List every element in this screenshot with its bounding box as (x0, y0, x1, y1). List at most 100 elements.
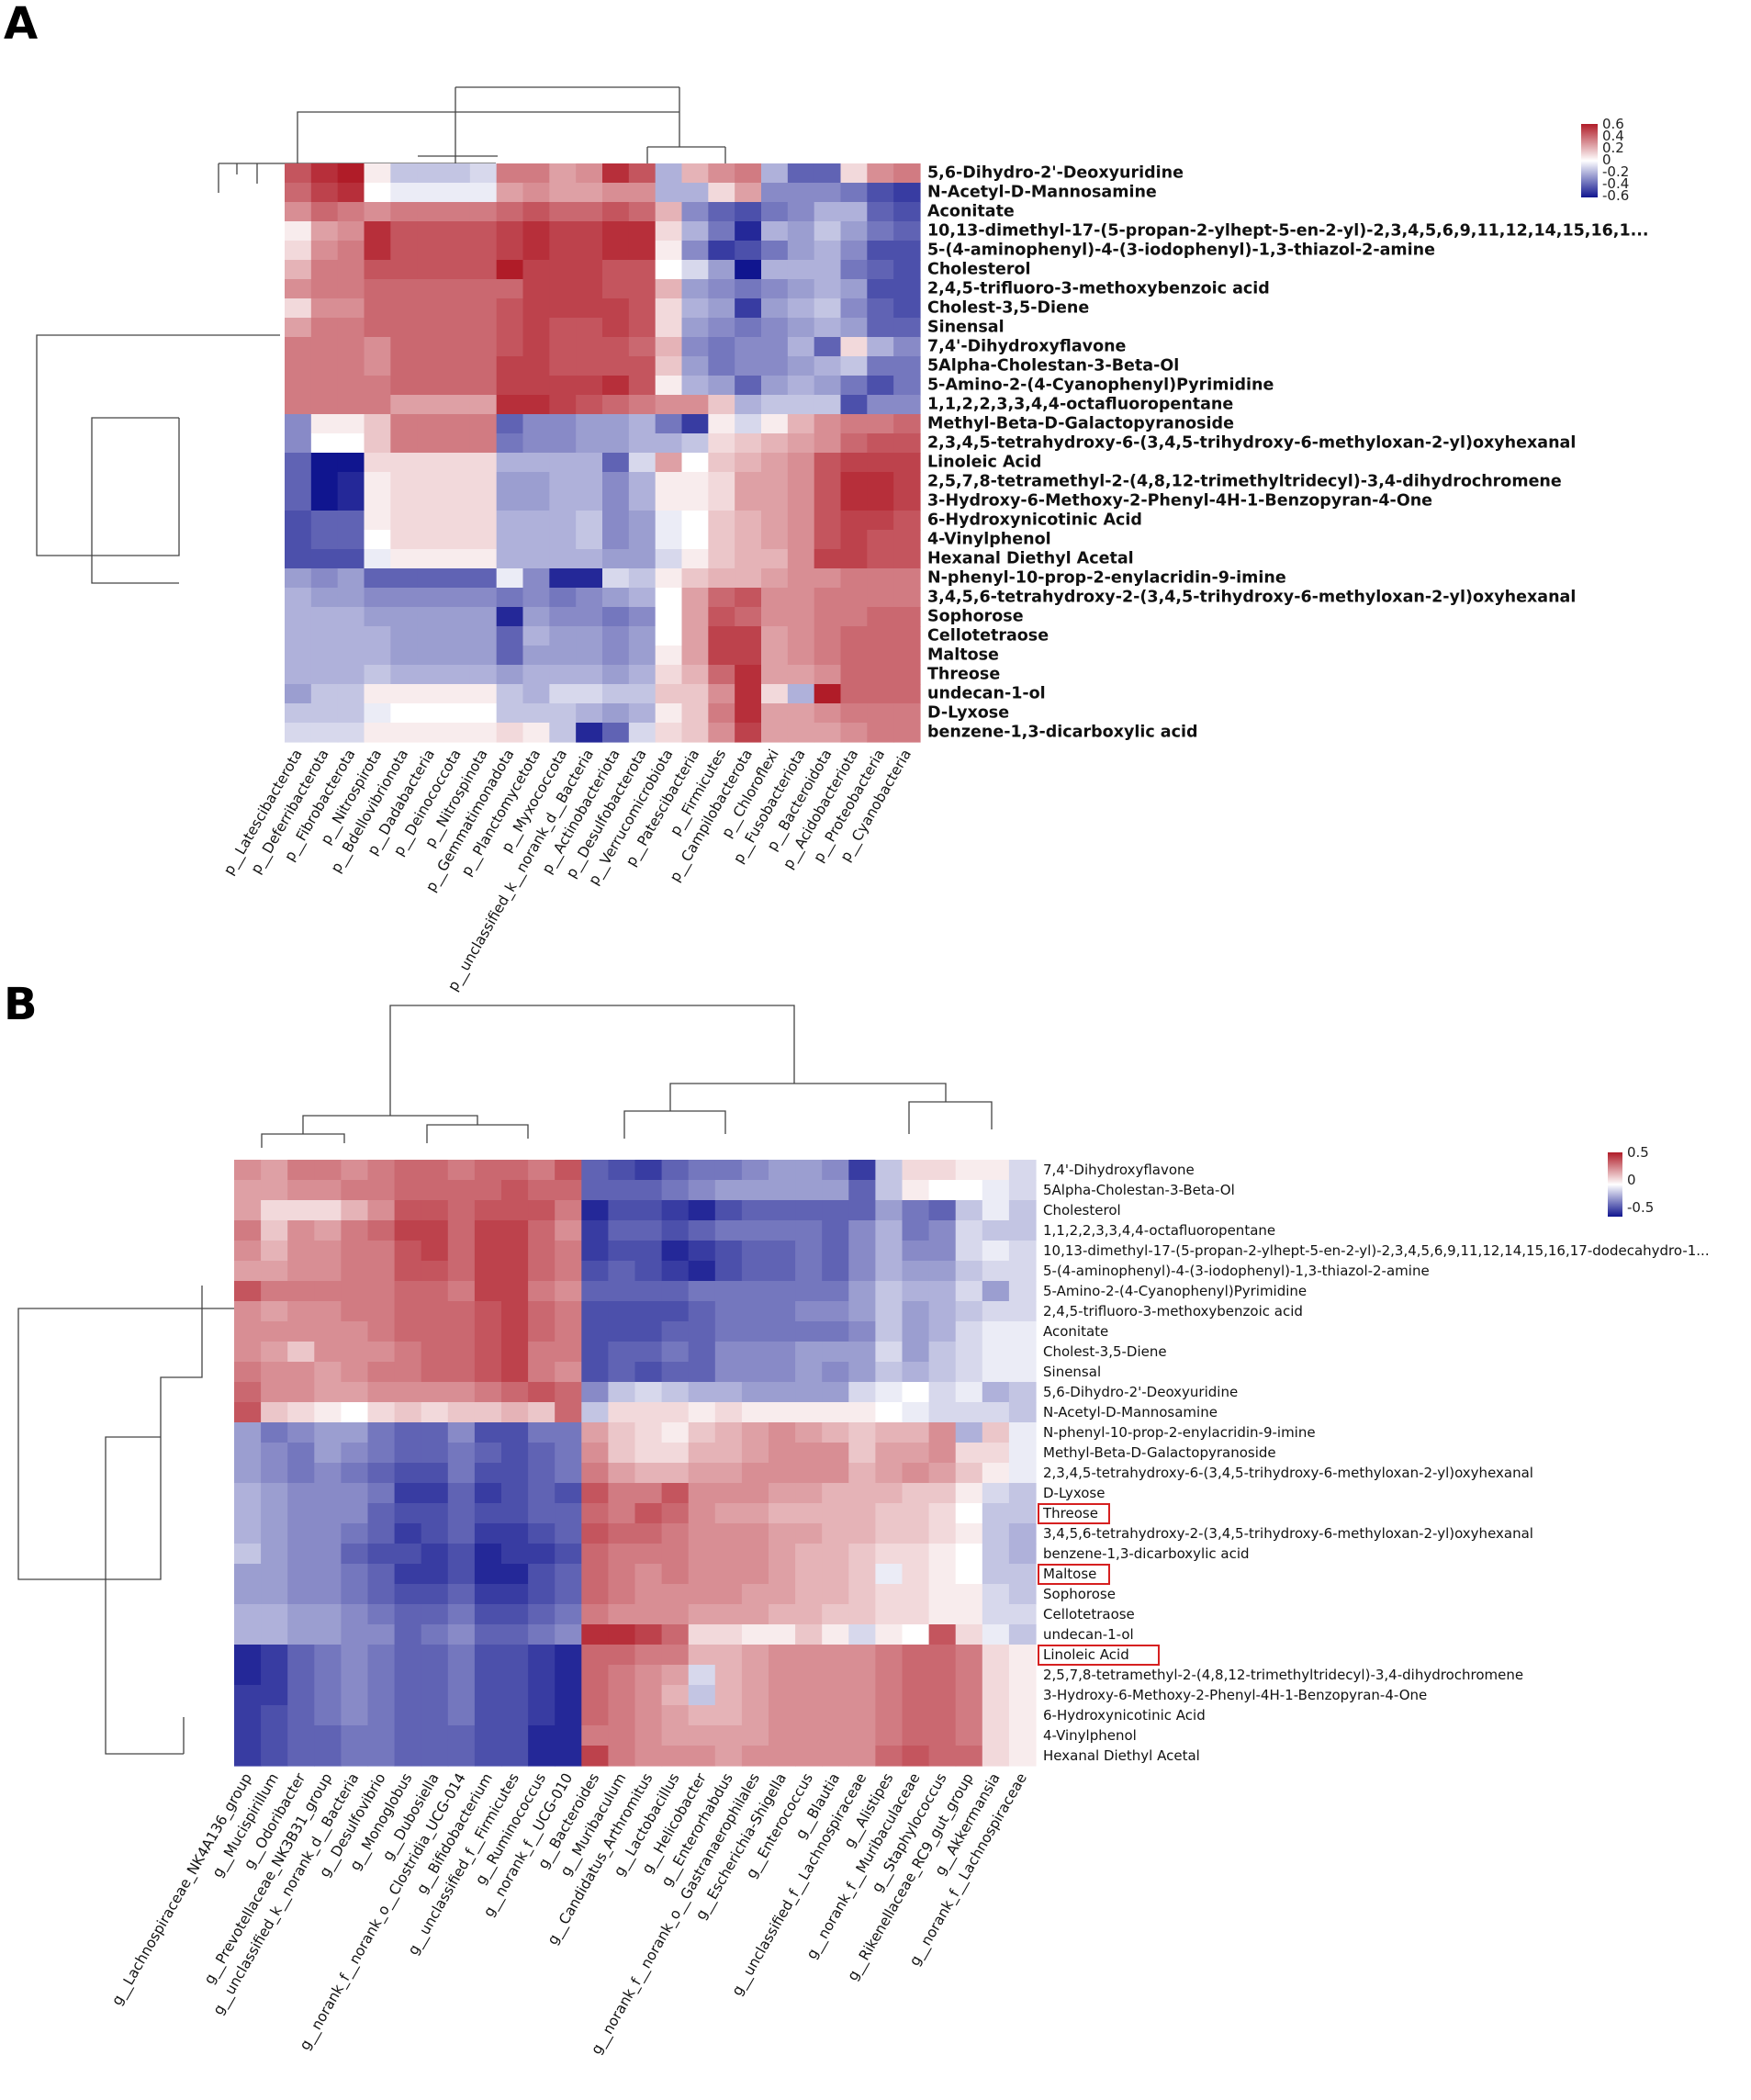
heatmap-cell (928, 1624, 957, 1645)
heatmap-cell (314, 1665, 342, 1686)
heatmap-cell (364, 376, 391, 396)
heatmap-cell (581, 1342, 609, 1363)
heatmap-cell (795, 1705, 823, 1726)
heatmap-cell (469, 549, 498, 569)
heatmap-cell (314, 1725, 342, 1746)
heatmap-cell (634, 1220, 663, 1241)
heatmap-cell (501, 1301, 529, 1322)
heatmap-cell (576, 665, 603, 685)
heatmap-cell (795, 1604, 823, 1625)
heatmap-cell (555, 1402, 582, 1423)
heatmap-cell (928, 1483, 957, 1504)
heatmap-cell (661, 1362, 690, 1383)
heatmap-cell (867, 511, 894, 531)
heatmap-cell (367, 1665, 396, 1686)
heatmap-cell (634, 1463, 663, 1484)
heatmap-cell (364, 298, 391, 319)
heatmap-cell (421, 1463, 449, 1484)
heatmap-cell (688, 1443, 716, 1464)
heatmap-cell (893, 376, 921, 396)
heatmap-cell (602, 530, 630, 550)
heatmap-cell (549, 568, 577, 589)
heatmap-cell (655, 588, 683, 608)
heatmap-cell (285, 723, 312, 743)
heatmap-cell (769, 1624, 796, 1645)
heatmap-cell (1008, 1402, 1037, 1423)
heatmap-cell (337, 279, 365, 299)
heatmap-cell (364, 684, 391, 704)
heatmap-cell (840, 703, 868, 724)
heatmap-cell (555, 1281, 582, 1302)
row-label: 5-(4-aminophenyl)-4-(3-iodophenyl)-1,3-t… (927, 241, 1435, 260)
heatmap-cell (787, 221, 815, 241)
heatmap-cell (893, 665, 921, 685)
heatmap-cell (787, 491, 815, 511)
heatmap-cell (822, 1301, 849, 1322)
row-label: Sophorose (1043, 1586, 1116, 1602)
heatmap-cell (661, 1301, 690, 1322)
highlight-boxes-b (1038, 1503, 1160, 1666)
heatmap-cell (341, 1665, 369, 1686)
heatmap-cell (769, 1362, 796, 1383)
heatmap-cell (443, 646, 471, 666)
heatmap-cell (769, 1584, 796, 1605)
heatmap-cell (608, 1301, 636, 1322)
heatmap-cell (394, 1665, 422, 1686)
heatmap-cell (681, 433, 709, 454)
heatmap-cell (310, 318, 339, 338)
heatmap-cell (714, 1443, 743, 1464)
heatmap-cell (688, 1261, 716, 1282)
heatmap-cell (714, 1483, 743, 1504)
heatmap-cell (287, 1746, 315, 1767)
heatmap-cell (787, 646, 815, 666)
heatmap-cell (982, 1483, 1010, 1504)
row-label: N-phenyl-10-prop-2-enylacridin-9-imine (1043, 1424, 1316, 1441)
heatmap-cell (501, 1160, 529, 1181)
heatmap-cell (394, 1544, 422, 1565)
heatmap-cell (602, 665, 630, 685)
heatmap-cell (902, 1402, 930, 1423)
heatmap-cell (814, 472, 842, 492)
heatmap-cell (741, 1200, 769, 1221)
heatmap-cell (285, 665, 312, 685)
heatmap-cell (661, 1665, 690, 1686)
heatmap-cell (608, 1281, 636, 1302)
heatmap-cell (390, 414, 418, 434)
heatmap-cell (581, 1685, 609, 1706)
heatmap-cell (681, 684, 709, 704)
heatmap-cell (285, 511, 312, 531)
heatmap-cell (741, 1241, 769, 1262)
heatmap-cell (555, 1564, 582, 1585)
heatmap-cell (390, 588, 418, 608)
heatmap-cell (447, 1483, 476, 1504)
heatmap-cell (735, 221, 762, 241)
heatmap-cell (234, 1261, 262, 1282)
heatmap-cell (769, 1261, 796, 1282)
heatmap-cell (496, 491, 524, 511)
heatmap-cell (1008, 1342, 1037, 1363)
heatmap-cell (417, 703, 444, 724)
heatmap-cell (902, 1301, 930, 1322)
heatmap-cell (581, 1624, 609, 1645)
heatmap-cell (1008, 1665, 1037, 1686)
heatmap-cell (1008, 1725, 1037, 1746)
heatmap-cell (421, 1402, 449, 1423)
heatmap-cell (581, 1523, 609, 1544)
heatmap-cell (735, 356, 762, 376)
heatmap-cell (417, 356, 444, 376)
heatmap-cell (576, 626, 603, 646)
heatmap-cell (421, 1261, 449, 1282)
heatmap-cell (787, 260, 815, 280)
heatmap-cell (364, 665, 391, 685)
heatmap-cell (496, 549, 524, 569)
heatmap-cell (469, 376, 498, 396)
heatmap-cell (955, 1261, 983, 1282)
heatmap-cell (261, 1523, 288, 1544)
heatmap-cell (337, 626, 365, 646)
heatmap-cell (628, 163, 657, 184)
heatmap-cell (741, 1584, 769, 1605)
heatmap-cell (549, 723, 577, 743)
row-label: undecan-1-ol (1043, 1626, 1134, 1643)
row-label: 2,4,5-trifluoro-3-methoxybenzoic acid (927, 280, 1270, 298)
heatmap-cell (875, 1443, 904, 1464)
